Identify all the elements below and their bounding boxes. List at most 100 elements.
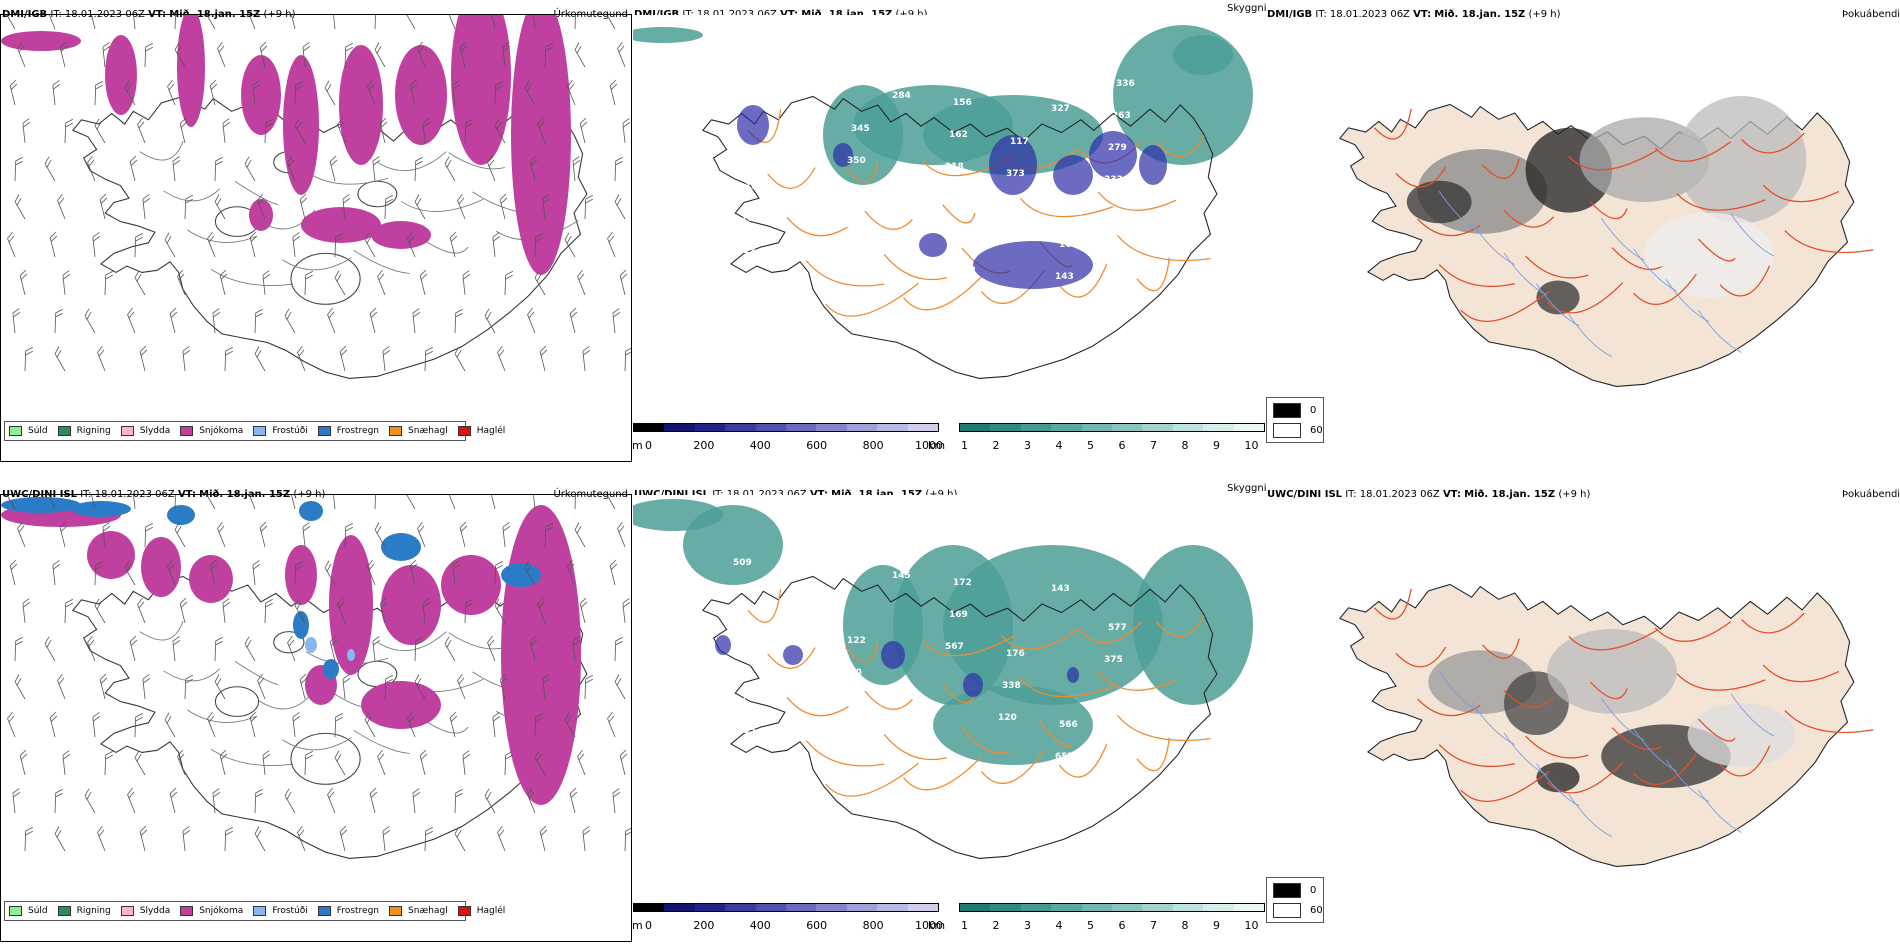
wind-barb: [49, 711, 58, 738]
wind-barb: [304, 750, 314, 776]
colorbar-tick: 9: [1213, 439, 1220, 452]
wind-barb: [364, 232, 376, 258]
station-label: 164: [1059, 240, 1078, 250]
legend-label: Frostregn: [336, 906, 380, 916]
road: [1155, 135, 1205, 158]
wind-barb: [62, 750, 71, 776]
low-cloud-area: [1053, 155, 1093, 195]
precip-type-panel: UWC/DINI ISL IT: 18.01.2023 06Z VT: Mið.…: [0, 480, 632, 942]
wind-barb: [407, 711, 416, 738]
glacier-outline: [290, 732, 361, 785]
lead-time: (+9 h): [1528, 9, 1561, 20]
wind-barb: [252, 80, 261, 106]
station-label: 218: [945, 162, 964, 172]
wind-barb: [289, 495, 296, 510]
valid-time-label: VT:: [1413, 9, 1432, 20]
wind-barb: [622, 598, 631, 624]
legend-label: Súld: [28, 906, 48, 916]
colorbar-segment: [725, 904, 756, 911]
wind-barb: [574, 42, 586, 68]
wind-barb: [624, 826, 631, 852]
wind-barb: [94, 80, 104, 106]
station-label: 181: [1063, 208, 1082, 218]
wind-barb: [184, 194, 194, 220]
legend-label: Frostregn: [336, 426, 380, 436]
wind-barb: [544, 522, 554, 548]
colorbar-tick: 6: [1118, 919, 1126, 932]
colorbar-segment: [634, 424, 665, 431]
wind-barb: [57, 193, 66, 220]
wind-barb: [84, 788, 96, 814]
wind-barb: [134, 712, 144, 738]
road: [377, 631, 447, 652]
wind-barb: [204, 15, 216, 30]
road: [1676, 673, 1766, 691]
wind-barb: [529, 635, 538, 662]
wind-barb: [422, 118, 431, 144]
road: [1039, 721, 1073, 748]
wind-barb: [624, 346, 631, 372]
model-name: DMI/IGB: [2, 9, 48, 20]
cloud-map: 509 271 945 145 567 120 143 375 335 450 560 409 169 3…: [633, 495, 1265, 905]
wind-barb: [264, 118, 274, 144]
colorbar-segment: [1051, 424, 1082, 431]
road: [1000, 627, 1080, 650]
wind-barb: [54, 788, 64, 814]
wind-barb: [92, 712, 101, 738]
freezing-rain-area: [1, 497, 81, 513]
road: [1503, 210, 1555, 228]
wind-barb: [214, 156, 224, 182]
wind-barb: [134, 750, 146, 776]
road: [806, 260, 885, 287]
init-time-value: 18.01.2023 06Z: [726, 489, 810, 500]
visibility-area: [843, 565, 923, 685]
wind-barb: [4, 495, 16, 510]
wind-barb: [617, 41, 626, 68]
road: [864, 210, 913, 230]
fog-indicator-panel: DMI/IGB IT: 18.01.2023 06Z VT: Mið. 18.j…: [1266, 0, 1900, 462]
colorbar-segment: [990, 904, 1021, 911]
valid-time-value: Mið. 18.jan. 15Z: [199, 489, 291, 500]
wind-barb: [374, 495, 377, 510]
legend-swatch: [317, 426, 331, 436]
colorbar-segment: [755, 424, 787, 431]
model-name: DMI/IGB: [634, 9, 680, 20]
colorbar-tick: 7: [1150, 919, 1157, 932]
colorbar-tick: 5: [1087, 919, 1094, 932]
road: [1117, 234, 1211, 262]
road: [1589, 681, 1628, 700]
wind-barb: [287, 155, 296, 182]
wind-barb: [99, 673, 108, 700]
station-label: 221: [786, 149, 805, 159]
wind-barb: [207, 231, 216, 258]
wind-barb: [174, 42, 186, 68]
run-header: DMI/IGB IT: 18.01.2023 06Z VT: Mið. 18.j…: [2, 9, 296, 21]
colorbar-segment: [1142, 424, 1173, 431]
wind-barb: [64, 598, 74, 624]
station-label: 271: [786, 629, 805, 639]
legend-label: Slydda: [139, 906, 171, 916]
init-time-label: IT:: [1315, 9, 1327, 20]
station-label: 162: [949, 130, 968, 140]
visibility-area: [933, 685, 1093, 765]
station-label: 176: [1006, 649, 1025, 659]
wind-barb: [502, 42, 511, 68]
wind-barb: [414, 194, 426, 220]
road: [942, 204, 976, 224]
wind-barb: [19, 749, 28, 776]
road: [1460, 770, 1550, 802]
legend-swatch: [180, 906, 194, 916]
wind-barb: [94, 118, 106, 144]
run-header: DMI/IGB IT: 18.01.2023 06Z VT: Mið. 18.j…: [1267, 9, 1561, 21]
road: [767, 167, 816, 189]
legend-item: Frostúði: [253, 906, 308, 916]
legend-item: Frostúði: [253, 426, 308, 436]
snowfall-area: [105, 35, 137, 115]
panel-title: Skyggni: [1227, 483, 1267, 494]
colorbar-segment: [846, 904, 878, 911]
legend-item: Snjókoma: [180, 906, 243, 916]
wind-barb: [249, 231, 258, 258]
low-cloud-area: [1089, 131, 1137, 179]
station-label: 567: [945, 642, 964, 652]
colorbar-tick: 4: [1055, 919, 1063, 932]
